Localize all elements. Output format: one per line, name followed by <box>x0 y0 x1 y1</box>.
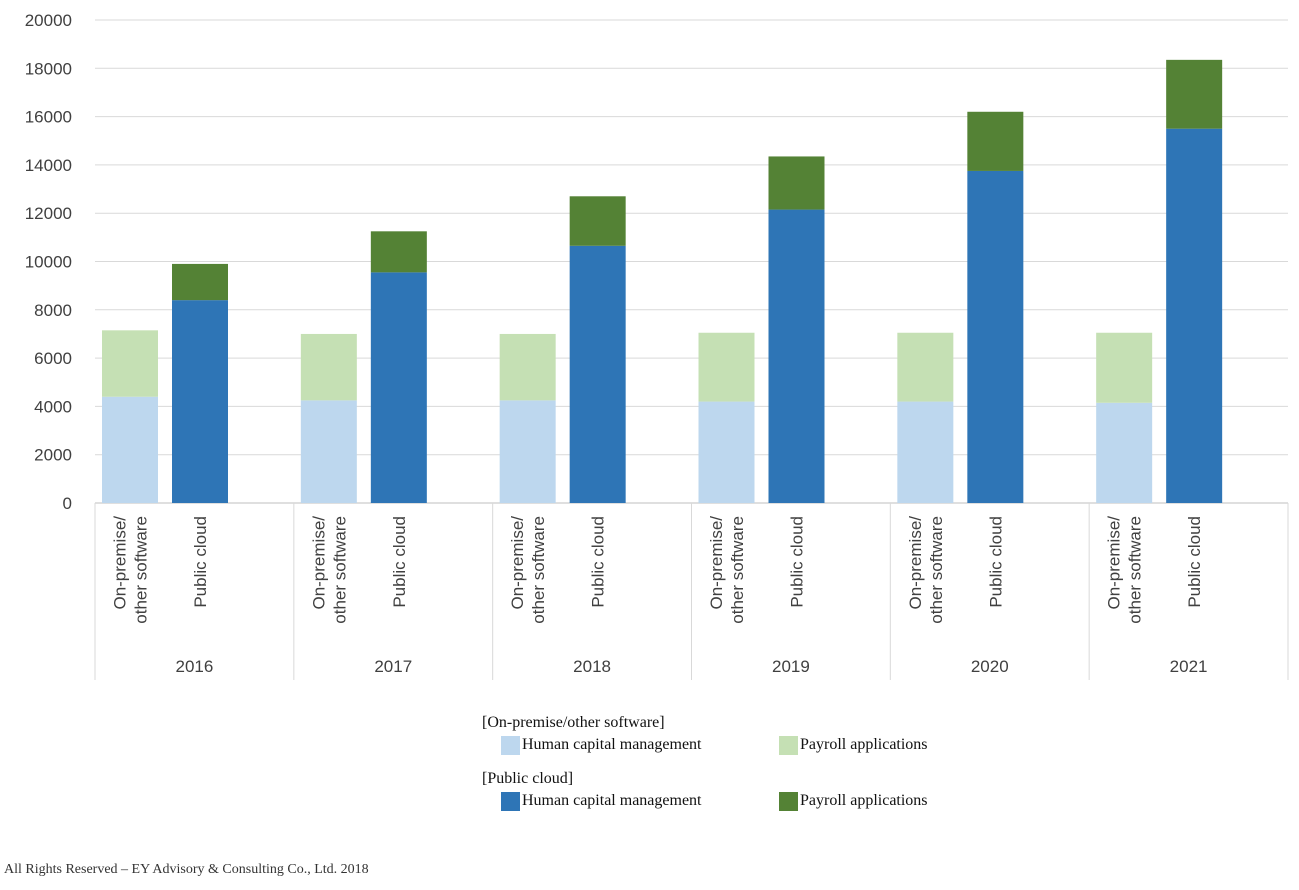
bar-segment <box>370 231 427 273</box>
bar-segment <box>967 111 1024 171</box>
bar-segment <box>569 196 626 246</box>
bar-segment <box>897 401 954 503</box>
bar-segment <box>768 156 825 210</box>
bar-segment <box>300 333 357 401</box>
bar-segment <box>1166 59 1223 129</box>
x-axis: On-premise/other software Public cloud 201… <box>94 503 1289 680</box>
legend-item-cloud-payroll: Payroll applications <box>779 790 928 812</box>
bar-segment <box>768 209 825 503</box>
x-category-label: Public cloud <box>986 516 1005 608</box>
x-category-label: Public cloud <box>390 516 409 608</box>
y-tick-label: 12000 <box>25 204 72 223</box>
x-category-label: On-premise/other software <box>707 516 747 624</box>
x-category-label-line: On-premise/ <box>707 516 726 610</box>
bar-segment <box>1096 332 1153 403</box>
bar-segment <box>698 401 755 503</box>
x-category-label-line: other software <box>927 516 946 624</box>
bar-segment <box>1166 128 1223 504</box>
legend-label-onprem-payroll: Payroll applications <box>800 736 928 753</box>
bar-segment <box>172 300 228 503</box>
y-tick-label: 16000 <box>25 108 72 127</box>
bar-segment <box>499 333 556 401</box>
x-category-label-line: On-premise/ <box>1105 516 1124 610</box>
bar-segment <box>172 263 228 301</box>
y-tick-label: 20000 <box>25 11 72 30</box>
bar-segment <box>569 245 626 504</box>
x-year-label: 2019 <box>772 657 810 676</box>
x-category-label: On-premise/other software <box>508 516 548 624</box>
legend-label-cloud-payroll: Payroll applications <box>800 792 928 809</box>
x-category-label: Public cloud <box>1185 516 1204 608</box>
legend-onprem-title: [On-premise/other software] <box>482 714 665 731</box>
x-category-label: Public cloud <box>589 516 608 608</box>
x-category-label: On-premise/other software <box>111 516 151 624</box>
x-category-label-line: On-premise/ <box>906 516 925 610</box>
x-category-label-line: Public cloud <box>1185 516 1204 608</box>
stacked-bar-chart: 0 2000 4000 6000 8000 10000 12000 14000 16000 180… <box>25 11 1289 680</box>
x-category-label: Public cloud <box>191 516 210 608</box>
x-category-label-line: other software <box>529 516 548 624</box>
x-year-label: 2021 <box>1170 657 1208 676</box>
y-tick-label: 14000 <box>25 156 72 175</box>
x-year-label: 2020 <box>971 657 1009 676</box>
legend-label-onprem-hcm: Human capital management <box>522 736 702 753</box>
x-category-label-line: other software <box>330 516 349 624</box>
y-tick-label: 2000 <box>34 446 72 465</box>
x-category-label-line: On-premise/ <box>508 516 527 610</box>
bar-segment <box>1096 402 1153 503</box>
x-year-label: 2017 <box>374 657 412 676</box>
copyright-footer: All Rights Reserved – EY Advisory & Cons… <box>4 862 369 877</box>
legend-item-cloud-hcm: Human capital management <box>501 790 779 812</box>
x-category-label: On-premise/other software <box>309 516 349 624</box>
legend-item-onprem-payroll: Payroll applications <box>779 734 928 756</box>
x-category-label-line: other software <box>132 516 151 624</box>
x-category-label-line: Public cloud <box>788 516 807 608</box>
legend: [On-premise/other software] Human capita… <box>482 712 928 824</box>
x-year-label: 2016 <box>176 657 214 676</box>
bar-segment <box>698 332 755 402</box>
x-category-label-line: On-premise/ <box>111 516 130 610</box>
gridlines <box>95 19 1288 504</box>
bars <box>102 59 1223 504</box>
x-category-label-line: On-premise/ <box>309 516 328 610</box>
y-tick-label: 8000 <box>34 301 72 320</box>
legend-label-cloud-hcm: Human capital management <box>522 792 702 809</box>
legend-cloud-title: [Public cloud] <box>482 770 574 787</box>
x-category-label-line: other software <box>728 516 747 624</box>
legend-swatch-onprem-hcm <box>501 735 520 755</box>
x-category-label: On-premise/other software <box>1105 516 1145 624</box>
x-category-label: On-premise/other software <box>906 516 946 624</box>
legend-onprem-row: Human capital management Payroll applica… <box>482 734 928 756</box>
legend-swatch-cloud-payroll <box>779 791 798 811</box>
x-category-label-line: other software <box>1126 516 1145 624</box>
y-axis: 0 2000 4000 6000 8000 10000 12000 14000 16000 180… <box>25 11 72 513</box>
y-tick-label: 4000 <box>34 397 72 416</box>
bar-segment <box>499 400 556 503</box>
bar-segment <box>300 400 357 503</box>
legend-cloud-row: Human capital management Payroll applica… <box>482 790 928 812</box>
legend-swatch-cloud-hcm <box>501 791 520 811</box>
y-tick-label: 0 <box>63 494 72 513</box>
bar-segment <box>102 396 158 503</box>
x-category-label-line: Public cloud <box>191 516 210 608</box>
legend-item-onprem-hcm: Human capital management <box>501 734 779 756</box>
bar-segment <box>967 170 1024 503</box>
y-tick-label: 6000 <box>34 349 72 368</box>
legend-swatch-onprem-payroll <box>779 735 798 755</box>
x-category-label-line: Public cloud <box>986 516 1005 608</box>
bar-segment <box>370 272 427 503</box>
x-category-label: Public cloud <box>788 516 807 608</box>
x-year-label: 2018 <box>573 657 611 676</box>
x-category-label-line: Public cloud <box>390 516 409 608</box>
bar-segment <box>102 330 158 397</box>
x-category-label-line: Public cloud <box>589 516 608 608</box>
bar-segment <box>897 332 954 402</box>
y-tick-label: 10000 <box>25 253 72 272</box>
y-tick-label: 18000 <box>25 59 72 78</box>
